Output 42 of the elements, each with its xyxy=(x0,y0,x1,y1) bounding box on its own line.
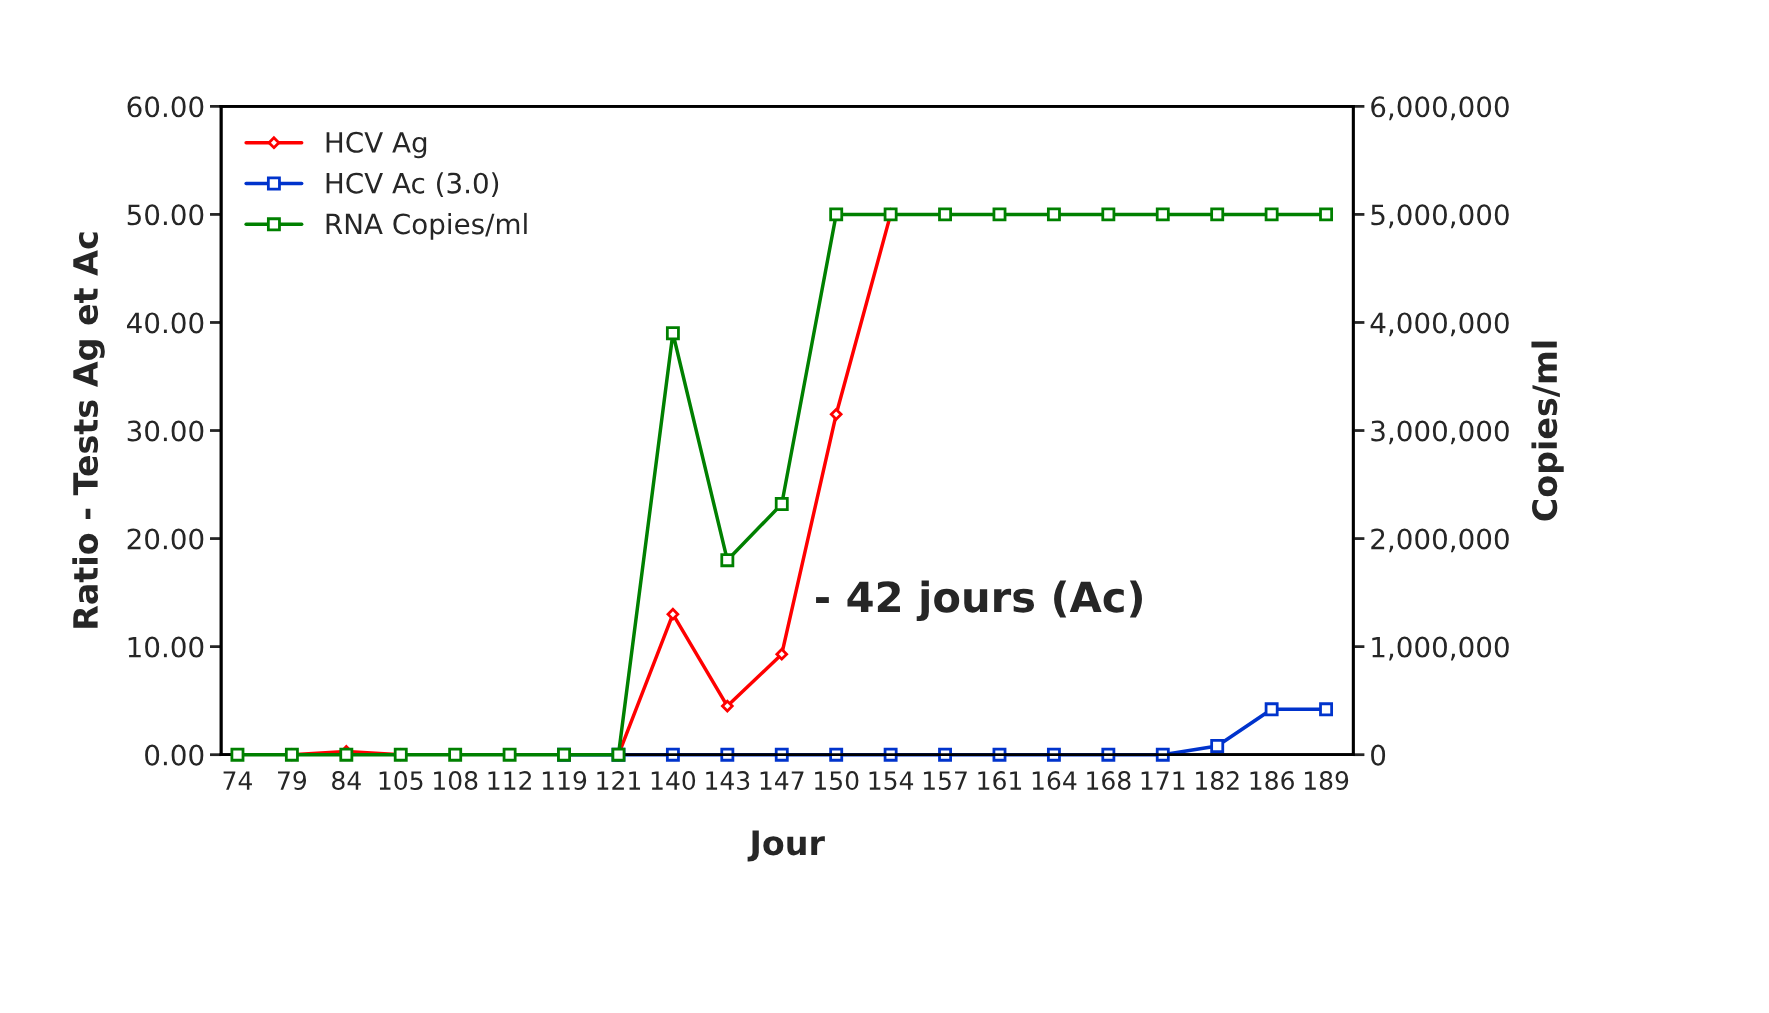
x-tick-label: 157 xyxy=(923,771,967,791)
y-tick-label: 0.00 xyxy=(145,744,204,766)
x-tick-label: 150 xyxy=(815,771,859,791)
annotation: - 42 jours (Ac) xyxy=(816,580,1142,622)
x-tick-label: 154 xyxy=(869,771,914,791)
x-tick-label: 74 xyxy=(223,771,252,790)
legend-label: HCV Ac (3.0) xyxy=(326,172,499,197)
y-tick-label: 50.00 xyxy=(127,204,204,226)
x-tick-label: 119 xyxy=(542,771,587,791)
x-tick-label: 168 xyxy=(1087,771,1131,791)
y2-tick-label: 0 xyxy=(1371,744,1386,766)
x-tick-label: 171 xyxy=(1141,771,1185,790)
y-axis-title: Ratio - Tests Ag et Ac xyxy=(72,232,105,628)
legend-label: HCV Ag xyxy=(326,131,427,159)
y-tick-label: 10.00 xyxy=(128,636,204,658)
x-tick-label: 105 xyxy=(379,771,423,791)
y-tick-label: 30.00 xyxy=(127,420,204,442)
x-tick-label: 84 xyxy=(332,771,361,791)
x-tick-label: 164 xyxy=(1032,771,1077,791)
y-tick-label: 40.00 xyxy=(126,312,204,334)
legend-label: RNA Copies/ml xyxy=(326,212,527,240)
x-tick-label: 143 xyxy=(706,771,750,791)
y2-tick-label: 3,000,000 xyxy=(1371,420,1509,445)
x-tick-label: 79 xyxy=(278,771,307,791)
y2-tick-label: 6,000,000 xyxy=(1371,96,1509,121)
y2-tick-label: 5,000,000 xyxy=(1371,204,1509,229)
y-tick-label: 20.00 xyxy=(127,528,204,550)
x-tick-label: 140 xyxy=(651,771,696,791)
x-tick-label: 182 xyxy=(1196,771,1239,791)
x-tick-label: 112 xyxy=(488,771,531,790)
y2-tick-label: 2,000,000 xyxy=(1371,528,1509,553)
y-tick-label: 60.00 xyxy=(127,96,204,118)
y2-axis-title: Copies/ml xyxy=(1531,341,1564,521)
x-tick-label: 121 xyxy=(597,771,641,790)
x-tick-label: 147 xyxy=(760,771,804,790)
y2-tick-label: 1,000,000 xyxy=(1372,636,1509,661)
y2-tick-label: 4,000,000 xyxy=(1370,312,1509,337)
x-tick-label: 108 xyxy=(434,771,478,791)
x-tick-label: 186 xyxy=(1250,771,1294,791)
x-tick-label: 189 xyxy=(1304,771,1349,791)
x-tick-label: 161 xyxy=(978,771,1022,791)
x-axis-title: Jour xyxy=(747,830,825,862)
